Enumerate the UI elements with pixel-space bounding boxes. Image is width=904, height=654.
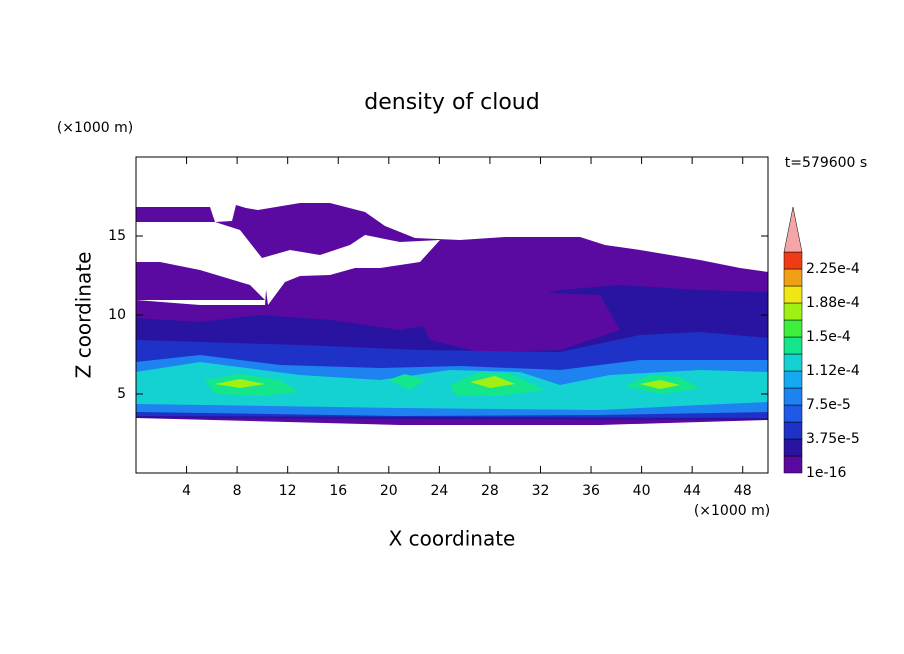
colorbar-band [783, 302, 803, 321]
x-unit: (×1000 m) [694, 503, 770, 519]
contour-field [136, 203, 768, 425]
contour-region [470, 376, 515, 388]
colorbar-label: 1.12e-4 [806, 363, 860, 379]
x-tick-label: 36 [582, 483, 600, 499]
contour-region [640, 380, 680, 389]
x-tick-label: 40 [633, 483, 651, 499]
colorbar-label: 1.88e-4 [806, 295, 860, 311]
x-tick-label: 16 [329, 483, 347, 499]
y-unit: (×1000 m) [57, 120, 133, 136]
x-tick-label: 24 [430, 483, 448, 499]
colorbar-band [783, 421, 803, 440]
chart-title: density of cloud [364, 90, 539, 115]
x-tick-label: 28 [481, 483, 499, 499]
x-tick-label: 12 [279, 483, 297, 499]
contour-region [215, 379, 265, 388]
colorbar-label: 7.5e-5 [806, 397, 851, 413]
colorbar-band [783, 268, 803, 287]
colorbar-band [783, 285, 803, 304]
colorbar-band [783, 251, 803, 270]
colorbar-band [783, 353, 803, 372]
x-tick-label: 32 [532, 483, 550, 499]
y-tick-label: 15 [108, 228, 126, 244]
colorbar-label: 1e-16 [806, 465, 846, 481]
colorbar-band [783, 370, 803, 389]
y-axis-label: Z coordinate [72, 252, 96, 379]
annotation: t=579600 s [785, 155, 867, 171]
contour-region [420, 292, 620, 352]
x-tick-label: 8 [233, 483, 242, 499]
x-tick-label: 4 [182, 483, 191, 499]
colorbar-label: 1.5e-4 [806, 329, 851, 345]
colorbar-band [783, 404, 803, 423]
colorbar-label: 2.25e-4 [806, 261, 860, 277]
colorbar-label: 3.75e-5 [806, 431, 860, 447]
x-axis-label: X coordinate [389, 527, 516, 551]
x-tick-label: 44 [683, 483, 701, 499]
x-tick-label: 20 [380, 483, 398, 499]
contour-region [136, 262, 265, 300]
y-tick-label: 10 [108, 307, 126, 323]
colorbar-band [783, 336, 803, 355]
contour-region [388, 374, 425, 390]
x-tick-label: 48 [734, 483, 752, 499]
y-tick-label: 5 [117, 386, 126, 402]
colorbar-band [783, 455, 803, 474]
colorbar-band [783, 319, 803, 338]
contour-hole [262, 235, 440, 305]
colorbar-over [783, 206, 803, 253]
colorbar-band [783, 438, 803, 457]
colorbar-band [783, 387, 803, 406]
